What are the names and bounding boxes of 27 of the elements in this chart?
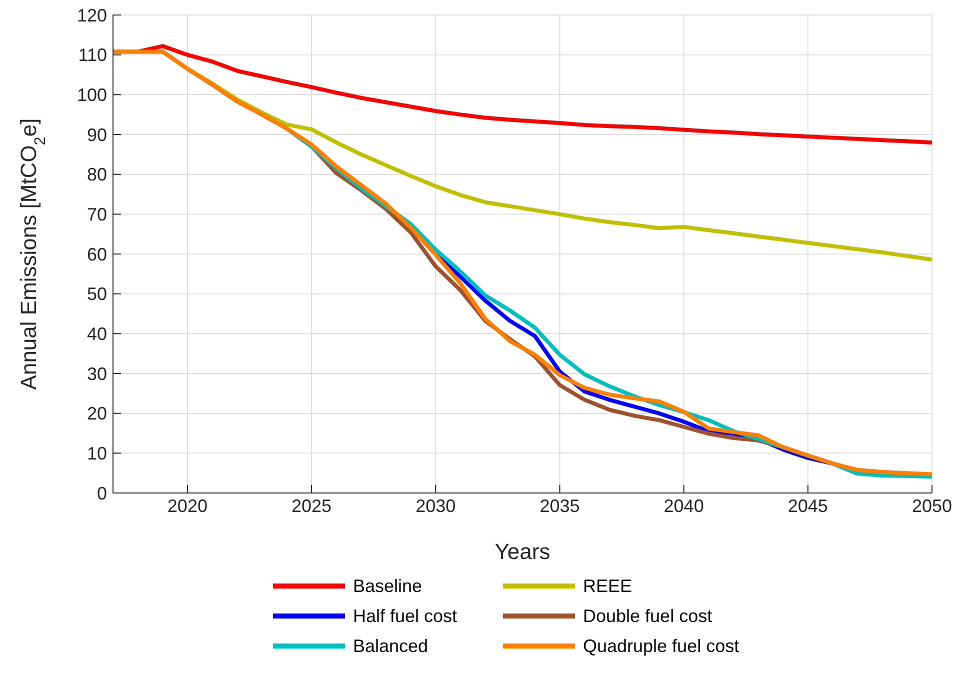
y-tick-label: 70 [86,204,107,225]
legend-label: Balanced [353,636,428,656]
y-tick-label: 50 [86,284,107,304]
y-tick-label: 30 [86,364,107,384]
y-tick-label: 20 [86,404,107,424]
y-tick-label: 10 [86,444,107,464]
y-tick-label: 0 [96,483,107,504]
x-tick-label: 2045 [788,496,828,516]
x-tick-label: 2020 [167,496,208,516]
legend-label: Baseline [353,576,422,596]
x-tick-label: 2025 [292,496,332,516]
y-tick-label: 110 [78,45,107,66]
y-tick-label: 120 [76,5,107,26]
legend-label: Half fuel cost [353,606,458,626]
x-axis-title: Years [494,539,550,564]
legend-label: Double fuel cost [583,606,712,626]
x-tick-label: 2050 [912,496,952,516]
x-tick-label: 2030 [416,496,456,516]
y-tick-label: 90 [86,124,107,145]
y-tick-label: 40 [86,324,107,344]
x-tick-label: 2040 [664,496,704,516]
legend-label: REEE [583,576,632,596]
y-tick-label: 60 [86,244,107,264]
x-tick-label: 2035 [540,496,580,516]
legend-label: Quadruple fuel cost [583,636,740,656]
y-tick-label: 80 [86,164,107,185]
y-tick-label: 100 [76,85,107,106]
